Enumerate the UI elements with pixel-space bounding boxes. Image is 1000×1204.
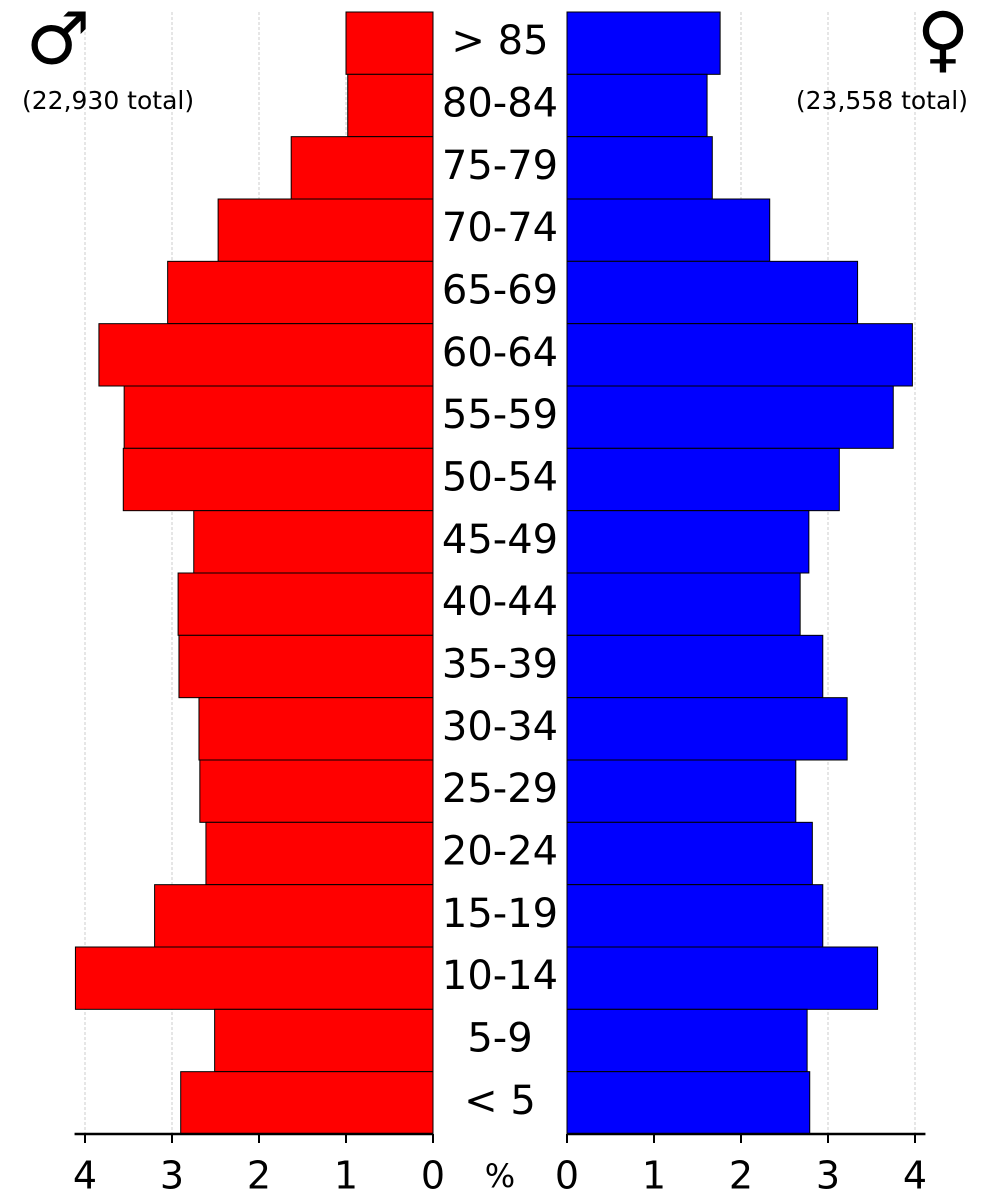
bar [167, 260, 434, 325]
category-label: 40-44 [442, 579, 558, 625]
bar [177, 572, 434, 636]
category-label: 25-29 [442, 766, 558, 812]
category-label: 35-39 [442, 642, 558, 688]
x-tick-label: 0 [555, 1154, 579, 1198]
bar [566, 73, 708, 138]
bar [566, 634, 824, 699]
bar [205, 821, 434, 886]
bar [290, 136, 434, 200]
bar [122, 447, 434, 512]
bar [178, 634, 434, 699]
bar [345, 11, 434, 75]
bar [193, 510, 434, 574]
bar [566, 1008, 808, 1073]
bar [180, 1071, 434, 1135]
x-tick-label: 4 [903, 1154, 927, 1198]
bar [566, 11, 721, 75]
x-axis-label: % [485, 1157, 515, 1195]
bar [199, 759, 434, 823]
category-label: < 5 [464, 1078, 536, 1124]
category-label: > 85 [451, 18, 548, 64]
x-tick-label: 4 [73, 1154, 97, 1198]
bar [74, 946, 434, 1010]
bar [566, 759, 797, 823]
bar [566, 510, 810, 574]
bar [566, 260, 859, 325]
bar [566, 946, 879, 1010]
x-tick-label: 3 [160, 1154, 184, 1198]
bar [566, 697, 848, 761]
bar [566, 385, 894, 449]
category-label: 5-9 [467, 1016, 532, 1062]
category-label: 80-84 [442, 81, 558, 127]
bar [98, 323, 434, 387]
category-label: 15-19 [442, 891, 558, 937]
bar [347, 73, 434, 138]
category-label: 65-69 [442, 268, 558, 314]
bar [566, 136, 713, 200]
category-label: 60-64 [442, 330, 558, 376]
category-label: 45-49 [442, 517, 558, 563]
x-tick-label: 1 [334, 1154, 358, 1198]
bar [566, 1071, 811, 1135]
bar [214, 1008, 434, 1073]
bar [566, 447, 840, 512]
x-tick-label: 0 [421, 1154, 445, 1198]
x-tick-label: 3 [816, 1154, 840, 1198]
series-total: (23,558 total) [796, 86, 968, 115]
x-tick-label: 1 [642, 1154, 666, 1198]
bar [123, 385, 434, 449]
category-label: 10-14 [442, 953, 558, 999]
category-label: 55-59 [442, 392, 558, 438]
bar [566, 198, 771, 262]
category-label: 50-54 [442, 455, 558, 501]
bar [566, 884, 824, 948]
bar [566, 323, 913, 387]
bar [566, 821, 813, 886]
bar [198, 697, 434, 761]
bar [217, 198, 434, 262]
legend-symbol: ♂ [26, 0, 91, 81]
category-label: 30-34 [442, 704, 558, 750]
x-tick-label: 2 [729, 1154, 753, 1198]
category-label: 20-24 [442, 829, 558, 875]
x-tick-label: 2 [247, 1154, 271, 1198]
category-label: 70-74 [442, 205, 558, 251]
category-label: 75-79 [442, 143, 558, 189]
bar [154, 884, 434, 948]
bar [566, 572, 801, 636]
legend-symbol: ♀ [917, 0, 970, 81]
series-total: (22,930 total) [22, 86, 194, 115]
